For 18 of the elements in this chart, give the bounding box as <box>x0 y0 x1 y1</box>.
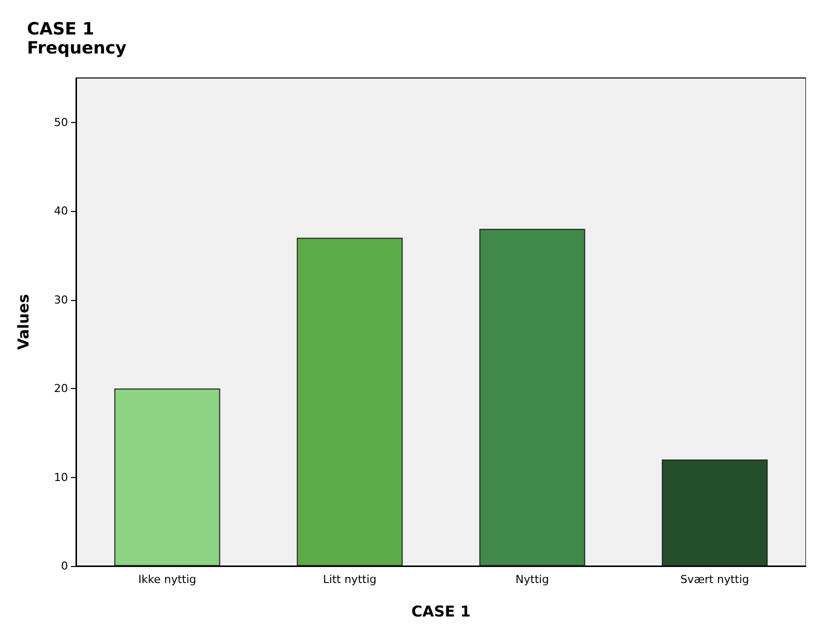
x-tick-label: Litt nyttig <box>323 573 376 586</box>
bar <box>479 228 586 566</box>
y-tick-label: 30 <box>54 293 68 306</box>
y-tick-label: 40 <box>54 204 68 218</box>
y-tick-label: 50 <box>54 116 68 129</box>
y-tick-label: 0 <box>61 560 68 572</box>
bar <box>296 238 403 566</box>
bar <box>114 388 220 566</box>
y-tick-label: 10 <box>54 470 68 484</box>
x-tick-label: Svært nyttig <box>680 573 750 586</box>
y-tick-label: 20 <box>54 382 68 396</box>
chart-title: CASE 1 <box>27 20 94 40</box>
bar <box>662 460 768 566</box>
x-tick-label: Nyttig <box>516 573 549 586</box>
x-axis-title: CASE 1 <box>411 602 471 620</box>
y-axis-title: Values <box>14 294 32 350</box>
chart-subtitle: Frequency <box>27 38 127 58</box>
x-tick-label: Ikke nyttig <box>138 573 196 586</box>
